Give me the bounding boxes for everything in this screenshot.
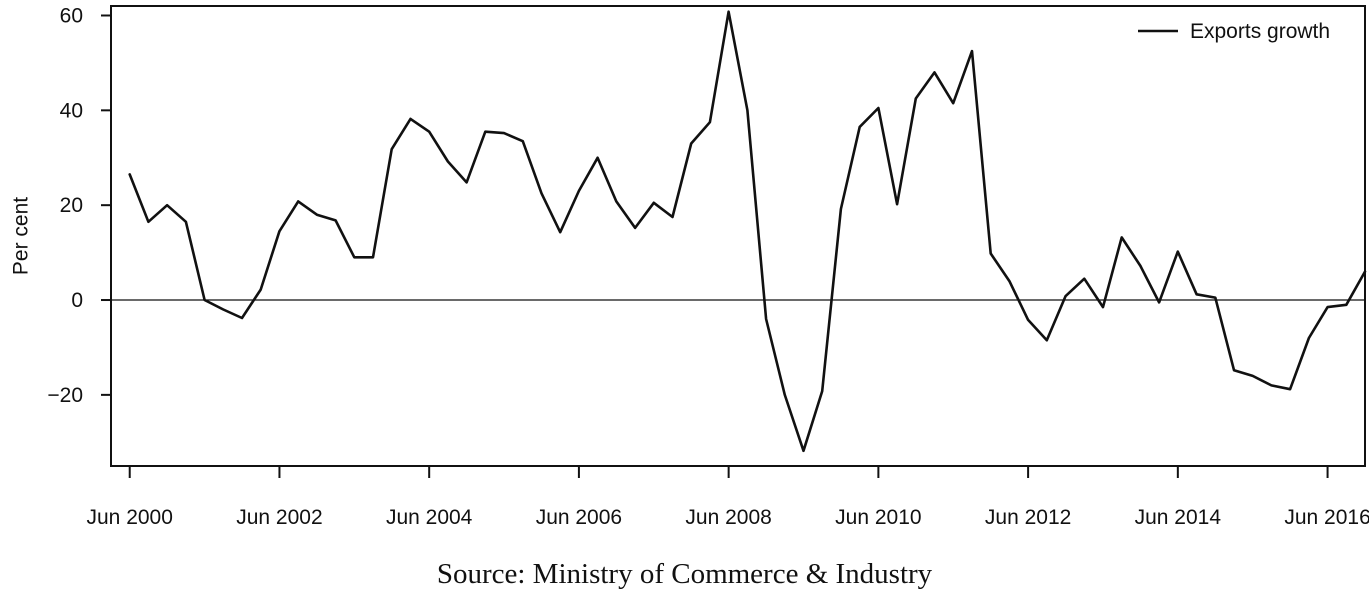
data-point	[1326, 305, 1330, 309]
data-point	[1007, 279, 1011, 283]
plot-frame	[110, 5, 1366, 467]
data-point	[708, 120, 712, 124]
data-point	[670, 215, 674, 219]
data-point	[334, 218, 338, 222]
data-point	[296, 199, 300, 203]
data-point	[802, 449, 806, 453]
data-point	[745, 108, 749, 112]
data-point	[465, 180, 469, 184]
data-point	[577, 189, 581, 193]
x-tick-label: Jun 2000	[87, 506, 173, 529]
x-tick-label: Jun 2004	[386, 506, 473, 529]
data-point	[1251, 374, 1255, 378]
x-tick-label: Jun 2016	[1284, 506, 1369, 529]
y-tick-label: 40	[60, 99, 83, 122]
data-point	[1363, 270, 1367, 274]
data-point	[558, 230, 562, 234]
data-point	[1045, 338, 1049, 342]
data-point	[221, 308, 225, 312]
legend: Exports growth	[1138, 20, 1330, 43]
y-tick-label: 0	[71, 289, 83, 312]
data-point	[1232, 368, 1236, 372]
series-line-exports-growth	[128, 10, 1367, 453]
y-tick-label: 20	[60, 194, 83, 217]
data-point	[371, 255, 375, 259]
data-point	[1101, 305, 1105, 309]
data-point	[184, 220, 188, 224]
x-tick-label: Jun 2008	[685, 506, 771, 529]
data-point	[876, 106, 880, 110]
x-tick-label: Jun 2014	[1135, 506, 1222, 529]
data-point	[446, 160, 450, 164]
data-point	[1082, 277, 1086, 281]
data-point	[1138, 264, 1142, 268]
data-point	[951, 101, 955, 105]
y-tick-label: 60	[60, 4, 83, 27]
data-point	[933, 70, 937, 74]
data-point	[539, 191, 543, 195]
data-point	[165, 203, 169, 207]
data-point	[483, 130, 487, 134]
data-point	[390, 147, 394, 151]
data-point	[146, 220, 150, 224]
data-point	[240, 316, 244, 320]
data-point	[1269, 383, 1273, 387]
data-point	[895, 202, 899, 206]
source-caption: Source: Ministry of Commerce & Industry	[436, 558, 933, 590]
data-point	[502, 131, 506, 135]
data-point	[1176, 250, 1180, 254]
data-point	[989, 252, 993, 256]
data-point	[820, 389, 824, 393]
data-point	[203, 298, 207, 302]
data-point	[1157, 300, 1161, 304]
data-point	[521, 139, 525, 143]
x-tick-label: Jun 2012	[985, 506, 1071, 529]
data-point	[1195, 292, 1199, 296]
data-point	[259, 288, 263, 292]
data-point	[614, 199, 618, 203]
data-point	[1026, 318, 1030, 322]
data-point	[633, 226, 637, 230]
x-tick-label: Jun 2010	[835, 506, 921, 529]
data-point	[858, 125, 862, 129]
data-point	[839, 207, 843, 211]
data-point	[427, 130, 431, 134]
data-point	[764, 317, 768, 321]
data-point	[689, 142, 693, 146]
data-point	[783, 393, 787, 397]
data-point	[1307, 336, 1311, 340]
data-point	[596, 156, 600, 160]
data-point	[1120, 235, 1124, 239]
legend-label: Exports growth	[1190, 20, 1330, 43]
data-point	[352, 255, 356, 259]
data-point	[1213, 296, 1217, 300]
data-point	[408, 117, 412, 121]
data-point	[315, 213, 319, 217]
data-point	[1288, 387, 1292, 391]
x-axis: Jun 2000 Jun 2002 Jun 2004 Jun 2006 Jun 2008…	[87, 466, 1369, 529]
x-tick-label: Jun 2002	[236, 506, 322, 529]
data-point	[727, 10, 731, 14]
data-point	[1344, 303, 1348, 307]
data-points	[128, 10, 1367, 453]
data-point	[652, 201, 656, 205]
data-point	[128, 172, 132, 176]
y-tick-label: −20	[47, 384, 83, 407]
x-tick-label: Jun 2006	[536, 506, 622, 529]
data-point	[277, 229, 281, 233]
data-point	[1064, 294, 1068, 298]
y-axis-title: Per cent	[9, 197, 32, 275]
data-point	[970, 49, 974, 53]
data-point	[914, 96, 918, 100]
y-axis: 60 40 20 0 −20	[47, 4, 111, 407]
